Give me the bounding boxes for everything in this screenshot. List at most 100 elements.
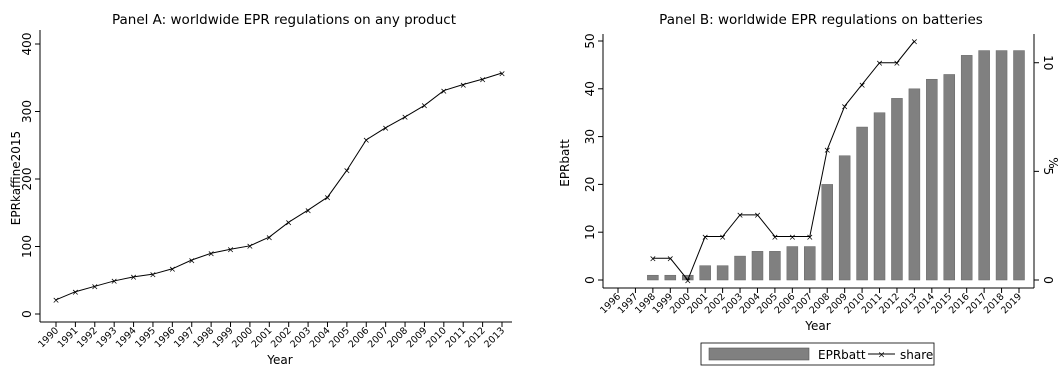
panel-b-bar [716, 265, 729, 281]
panel-a-point: × [440, 87, 448, 97]
panel-a-ytick-label: 300 [20, 100, 34, 123]
panel-b-ytick-label: 40 [583, 81, 597, 96]
panel-a-point: × [285, 219, 293, 229]
panel-b-share-point: × [876, 59, 884, 69]
panel-a-xtick-label: 2004 [308, 325, 333, 350]
panel-a-xtick-label: 2002 [269, 325, 294, 350]
panel-b-ytick-label: 30 [583, 129, 597, 144]
panel-a-point: × [72, 288, 80, 298]
panel-a-xtick-label: 2011 [443, 325, 468, 350]
panel-a-point: × [304, 206, 312, 216]
panel-a-ytick-label: 100 [20, 235, 34, 258]
panel-a-xtick-label: 1998 [191, 325, 216, 350]
panel-a-point: × [421, 102, 429, 112]
panel-a-xtick-label: 2013 [482, 325, 507, 350]
panel-a-xtick-label: 2010 [424, 325, 449, 350]
panel-b-ytick-label: 0 [583, 276, 597, 284]
panel-b-bar [1013, 50, 1025, 281]
panel-b-share-point: × [771, 233, 779, 243]
panel-b-share-point: × [911, 37, 919, 47]
panel-a-series-line [55, 72, 503, 301]
panel-a-ylabel: EPRkaffine2015 [9, 131, 23, 225]
panel-b-bar [908, 88, 921, 281]
panel-a-point: × [246, 242, 254, 252]
panel-b-bar [995, 50, 1008, 281]
panel-a-point: × [110, 277, 118, 287]
panel-a-ytick-label: 200 [20, 168, 34, 191]
panel-a-xlabel: Year [266, 353, 292, 367]
panel-a-xtick-label: 2007 [366, 325, 391, 350]
panel-b-chart: Panel B: worldwide EPR regulations on ba… [558, 12, 1060, 366]
panel-b-bar [926, 78, 938, 281]
panel-a-xtick-label: 1990 [36, 325, 61, 350]
panel-b-bar [960, 55, 973, 281]
panel-b-ytick-label: 20 [583, 177, 597, 192]
panel-a-xtick-label: 2006 [347, 325, 372, 350]
panel-b-bar [751, 251, 764, 281]
panel-b-share-point: × [823, 146, 831, 156]
panel-a-xtick-label: 1997 [172, 325, 197, 350]
panel-b-ytick-label: 10 [583, 225, 597, 240]
panel-b-bar [838, 155, 851, 281]
panel-b-share-point: × [754, 211, 762, 221]
panel-a-point: × [149, 270, 157, 280]
panel-b-share-point: × [667, 255, 675, 265]
panel-a-point: × [266, 233, 274, 243]
panel-b-share-point: × [719, 233, 727, 243]
panel-a-xtick-label: 2000 [230, 325, 255, 350]
panel-b-share-point: × [806, 233, 814, 243]
panel-a-chart: Panel A: worldwide EPR regulations on an… [9, 12, 512, 367]
panel-b-share-point: × [789, 233, 797, 243]
panel-a-ytick-label: 0 [20, 310, 34, 318]
legend-swatch-marker: × [878, 351, 886, 361]
panel-b-bar [856, 126, 868, 281]
panel-a-point: × [188, 256, 196, 266]
panel-b-share-point: × [736, 211, 744, 221]
panel-b-title: Panel B: worldwide EPR regulations on ba… [659, 12, 983, 28]
panel-b-bar [734, 255, 746, 281]
panel-b-bar [647, 274, 659, 281]
panel-a-xtick-label: 1993 [94, 325, 119, 350]
panel-b-share-point: × [893, 59, 901, 69]
panel-a-point: × [459, 81, 467, 91]
panel-a-point: × [343, 167, 351, 177]
panel-b-share-point: × [649, 255, 657, 265]
panel-a-point: × [382, 124, 390, 134]
panel-b-ytick-label: 50 [583, 33, 597, 48]
panel-b-bar [769, 251, 781, 281]
panel-a-point: × [169, 265, 177, 275]
legend-label-share: share [900, 348, 933, 362]
panel-a-ytick-label: 400 [20, 33, 34, 56]
panel-b-share-point: × [858, 81, 866, 91]
panel-b-xtick-label: 2019 [999, 291, 1024, 316]
panel-b-ylabel: EPRbatt [558, 139, 572, 187]
panel-b-xlabel: Year [804, 319, 830, 333]
legend-swatch-bar [708, 347, 810, 361]
panel-a-point: × [91, 283, 99, 293]
panel-b-y2label: % [1046, 157, 1060, 168]
panel-a-point: × [207, 250, 215, 260]
panel-a-xtick-label: 2005 [327, 325, 352, 350]
panel-a-point: × [362, 136, 370, 146]
panel-b-share-point: × [841, 102, 849, 112]
panel-a-point: × [52, 296, 60, 306]
panel-b-bar [699, 265, 711, 281]
panel-a-point: × [227, 246, 235, 256]
panel-b-bar [891, 98, 903, 281]
panel-b-bar [943, 74, 956, 281]
panel-b-bar [786, 246, 799, 281]
panel-b-share-line [652, 40, 915, 281]
panel-a-point: × [130, 273, 138, 283]
panel-b-legend: EPRbatt × share [700, 342, 935, 366]
panel-a-xtick-label: 1994 [114, 325, 139, 350]
panel-a-xtick-label: 1999 [211, 325, 236, 350]
panel-a-xtick-label: 2003 [288, 325, 313, 350]
panel-a-point: × [479, 75, 487, 85]
panel-b-share-point: × [701, 233, 709, 243]
panel-b-bar [978, 50, 990, 281]
panel-a-xtick-label: 1996 [153, 325, 178, 350]
panel-a-xtick-label: 2009 [405, 325, 430, 350]
panel-a-point: × [401, 113, 409, 123]
panel-b-y2tick-label: 10 [1041, 55, 1055, 70]
panel-a-xtick-label: 1995 [133, 325, 158, 350]
